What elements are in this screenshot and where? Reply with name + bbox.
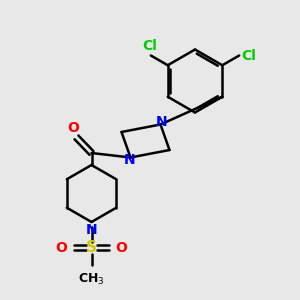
Text: Cl: Cl (142, 38, 157, 52)
Text: O: O (67, 121, 79, 135)
Text: O: O (56, 241, 68, 254)
Text: O: O (116, 241, 128, 254)
Text: CH$_3$: CH$_3$ (78, 272, 105, 286)
Text: N: N (86, 224, 97, 238)
Text: S: S (86, 240, 97, 255)
Text: Cl: Cl (242, 49, 256, 62)
Text: N: N (155, 115, 167, 129)
Text: N: N (124, 153, 136, 167)
